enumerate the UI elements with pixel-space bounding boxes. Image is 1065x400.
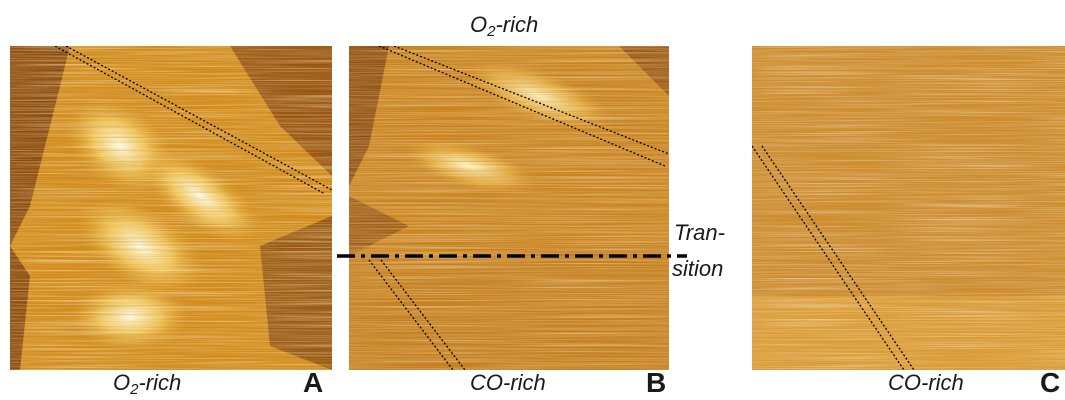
panel-a-letter: A xyxy=(303,367,324,398)
panel-b-letter: B xyxy=(646,367,667,398)
panel-a-label: O2-rich xyxy=(113,370,182,398)
transition-line xyxy=(337,254,687,258)
stm-image-panel-b xyxy=(349,46,669,370)
panel-c-letter: C xyxy=(1040,367,1061,398)
top-label-o2-rich: O2-rich xyxy=(470,12,539,40)
transition-label-line1: Tran- xyxy=(674,220,725,245)
panel-c-label: CO-rich xyxy=(888,370,964,395)
transition-label-line2: sition xyxy=(672,256,724,281)
panel-b-label: CO-rich xyxy=(470,370,546,395)
stm-image-panel-c xyxy=(752,46,1065,370)
stm-image-panel-a xyxy=(10,46,332,370)
